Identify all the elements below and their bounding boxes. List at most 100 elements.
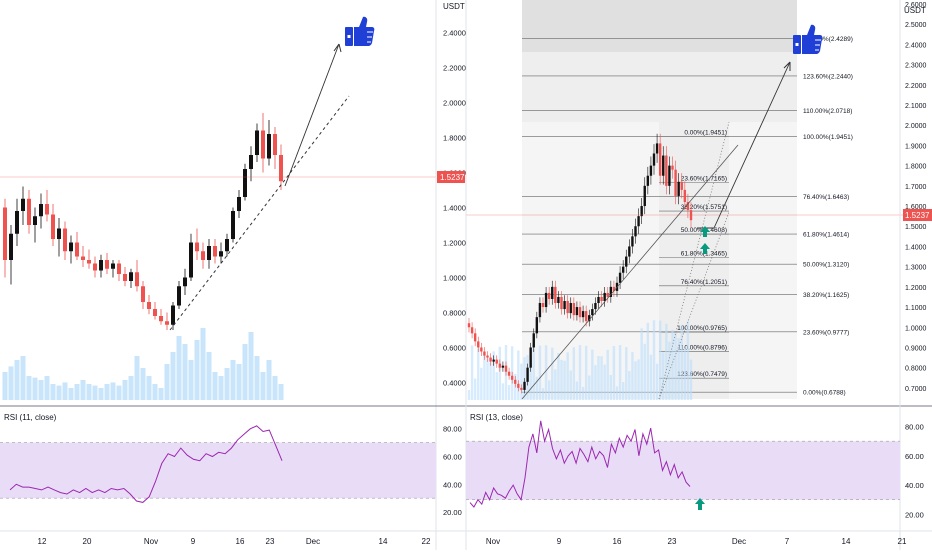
right-candle-body [544,292,548,308]
left-volume-bar [152,384,158,400]
left-projection-arrow [284,43,340,187]
right-volume-bar [597,355,600,400]
left-candle-body [201,251,205,260]
right-y-tick: 1.2000 [905,285,927,292]
right-candle-body [535,317,539,334]
left-candle-body [21,198,25,211]
right-candle-body [495,359,498,364]
right-volume-bar [477,348,480,400]
left-x-tick: 12 [38,537,47,546]
left-volume-bar [104,384,110,400]
left-volume-bar [266,360,272,400]
right-volume-bar [483,354,486,400]
right-volume-bar [609,375,613,400]
left-candle-body [237,197,241,211]
left-volume-bar [74,384,80,400]
right-y-tick: 2.6000 [905,2,927,9]
fib-right-label: 0.00%(0.6788) [803,390,846,397]
right-projection-arrow [713,61,791,229]
right-volume-bar [560,359,563,400]
right-candle-body [618,272,622,283]
right-candle-body [674,169,677,196]
right-x-axis: Nov 9 16 23 Dec 7 14 21 [486,537,907,546]
right-candle-body [547,292,551,299]
fib-left-label: 0.00%(1.9451) [684,129,727,136]
right-candle-body [554,286,557,304]
left-candle-body [153,309,157,316]
right-volume-bar [535,376,539,400]
right-volume-bar [547,380,551,400]
left-candle-body [75,242,79,257]
right-volume-bar [606,349,609,400]
left-candle-body [243,169,247,197]
right-candle-body [683,189,687,202]
up-arrow-icon [700,243,710,254]
left-candle-body [159,316,163,322]
left-volume-bar [146,376,152,400]
left-price-panel [0,16,436,400]
left-volume-bar [92,385,98,400]
left-volume-bars [2,328,284,400]
up-arrow-icon [695,498,705,510]
right-y-tick: 2.1000 [905,103,927,110]
right-candle-body [501,365,505,368]
right-x-tick: Dec [732,537,746,546]
right-volume-bar [581,386,585,400]
left-volume-bar [56,385,62,400]
right-volume-bar [631,351,634,400]
left-volume-bar [170,352,176,400]
right-y-tick: 2.3000 [905,63,927,70]
right-candle-body [652,153,656,166]
right-fib-dotted-2 [658,211,730,400]
up-arrow-icon [700,226,710,237]
left-candle-body [99,260,103,271]
left-rsi-y-ticks: 80.00 60.00 40.00 20.00 [443,425,462,517]
left-candle-body [45,204,49,215]
left-candle-body [195,242,199,252]
left-projection-arrow-head [333,43,342,53]
right-candle-body [575,307,579,316]
left-volume-bar [182,344,188,400]
right-volume-bar [569,370,572,400]
right-price-badge: 1.5237 [903,209,932,221]
right-candle-body [584,311,588,322]
fib-right-label: 23.60%(0.9777) [803,329,849,336]
left-price-badge: 1.5237 [437,171,465,183]
left-volume-bar [260,372,266,400]
right-volume-bar [671,329,674,400]
right-candle-body [538,303,542,318]
left-volume-bar [8,366,14,400]
left-volume-bar [38,380,44,400]
right-candle-body [677,181,680,196]
fib-left-label: 110.00%(0.8796) [678,345,727,352]
left-candle-body [9,233,13,260]
right-candle-body [467,323,471,328]
left-x-tick: Dec [306,537,320,546]
right-volume-bar [680,325,683,400]
left-volume-bar [158,388,164,400]
left-volume-bar [98,388,104,400]
fib-right-label: 50.00%(1.3120) [803,262,849,269]
right-candle-body [551,286,554,299]
right-candle-body [588,315,591,322]
right-candle-body [581,311,585,318]
left-volume-bar [80,380,86,400]
right-candle-body [643,185,646,207]
right-volume-bar [563,360,566,400]
left-volume-bar [200,328,206,400]
right-y-tick: 0.8000 [905,366,927,373]
right-y-tick: 1.7000 [905,184,927,191]
left-candle-body [225,239,229,252]
right-candle-body [523,381,526,390]
fib-right-label: 138.20%(2.4289) [803,36,853,43]
right-candle-body [625,256,628,267]
right-volume-bar [578,345,582,400]
left-candle-body [51,214,55,239]
right-fib-shade-inner [659,122,729,399]
left-candle-body [177,286,181,306]
fib-right-label: 38.20%(1.1625) [803,292,849,299]
right-volume-bar [501,383,505,400]
right-y-tick: 1.8000 [905,164,927,171]
